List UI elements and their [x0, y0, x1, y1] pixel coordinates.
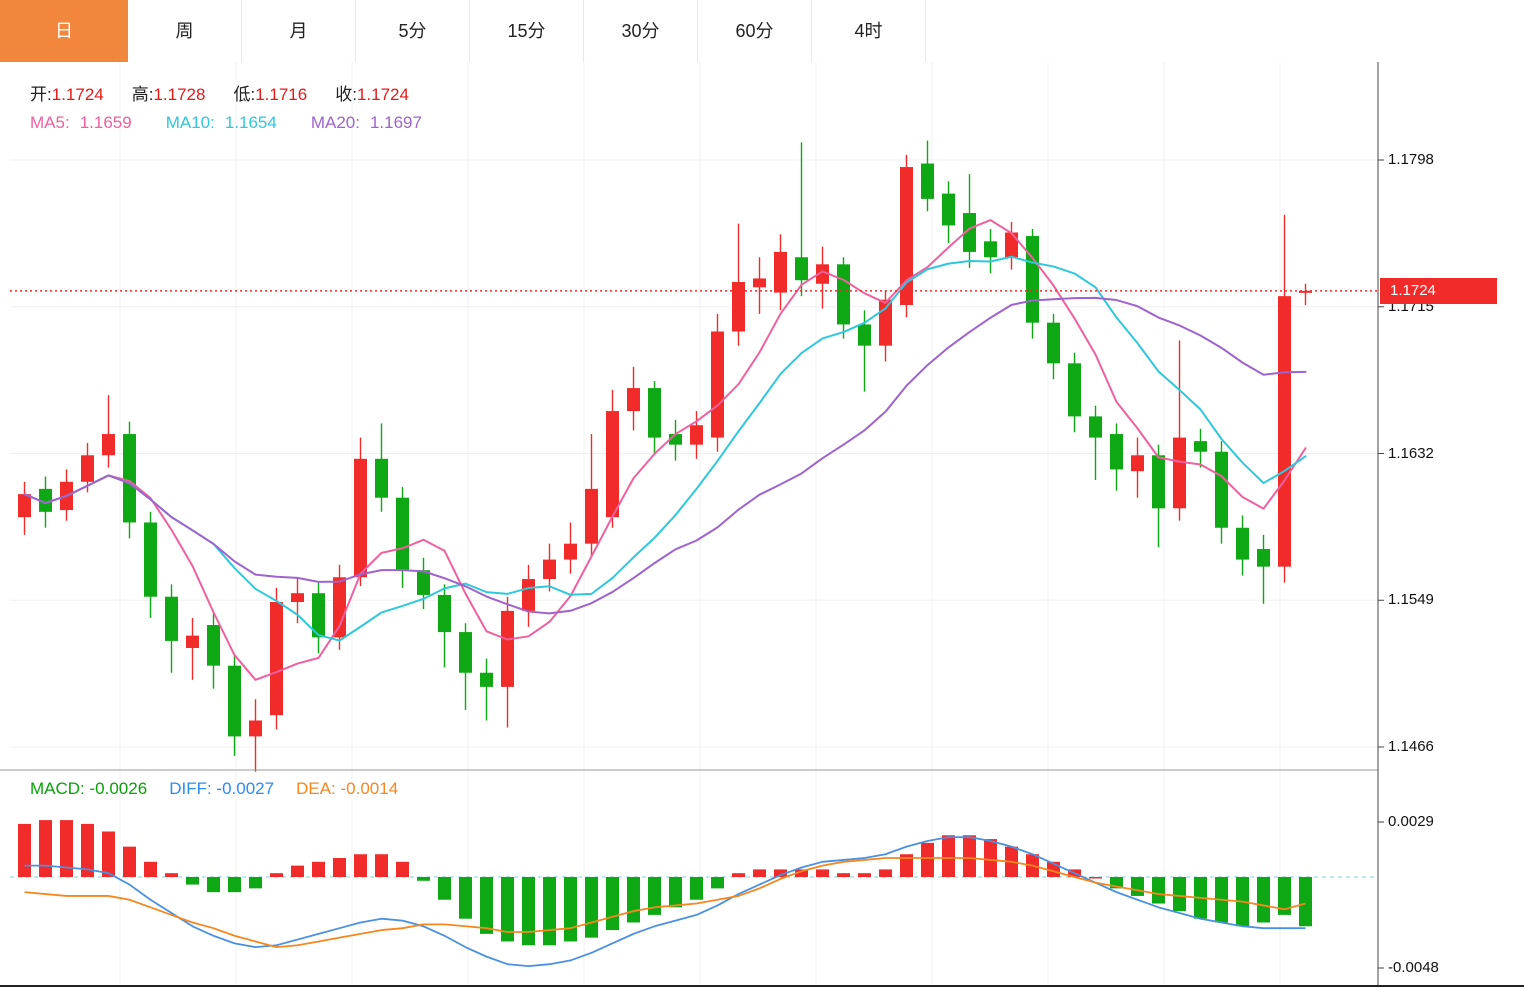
macd-legend: MACD: -0.0026 DIFF: -0.0027 DEA: -0.0014 — [30, 779, 420, 799]
close-label: 收: — [335, 85, 357, 104]
tab-5min[interactable]: 5分 — [356, 0, 470, 62]
high-value: 1.1728 — [153, 85, 206, 104]
ma20-value: 1.1697 — [369, 113, 422, 132]
tab-30min[interactable]: 30分 — [584, 0, 698, 62]
current-price-tag: 1.1724 — [1380, 278, 1497, 304]
price-tick-1: 1.1798 — [1388, 151, 1434, 168]
ohlc-legend: 开:1.1724 高:1.1728 低:1.1716 收:1.1724 — [30, 80, 437, 105]
macd-tick-1: 0.0029 — [1388, 813, 1434, 830]
diff-label: DIFF: -0.0027 — [169, 779, 275, 798]
ma10-value: 1.1654 — [224, 113, 277, 132]
macd-label: MACD: -0.0026 — [30, 779, 148, 798]
low-label: 低: — [233, 85, 256, 104]
ma5-label: MA5: — [30, 113, 70, 132]
dea-label: DEA: -0.0014 — [296, 779, 399, 798]
price-tick-3: 1.1632 — [1388, 445, 1434, 462]
tab-4hour[interactable]: 4时 — [812, 0, 926, 62]
timeframe-tabbar: 日 周 月 5分 15分 30分 60分 4时 — [0, 0, 1524, 62]
high-label: 高: — [131, 85, 154, 104]
ma-legend: MA5: 1.1659 MA10: 1.1654 MA20: 1.1697 — [30, 113, 432, 133]
open-value: 1.1724 — [51, 85, 104, 104]
open-label: 开: — [30, 85, 52, 104]
price-tick-4: 1.1549 — [1388, 591, 1434, 608]
low-value: 1.1716 — [255, 85, 308, 104]
ma20-label: MA20: — [310, 113, 360, 132]
tab-15min[interactable]: 15分 — [470, 0, 584, 62]
tab-day[interactable]: 日 — [0, 0, 128, 62]
close-value: 1.1724 — [356, 85, 409, 104]
tab-month[interactable]: 月 — [242, 0, 356, 62]
tab-60min[interactable]: 60分 — [698, 0, 812, 62]
price-tick-5: 1.1466 — [1388, 738, 1434, 755]
ma5-value: 1.1659 — [79, 113, 132, 132]
tab-week[interactable]: 周 — [128, 0, 242, 62]
macd-tick-2: -0.0048 — [1388, 959, 1439, 976]
ma10-label: MA10: — [165, 113, 215, 132]
